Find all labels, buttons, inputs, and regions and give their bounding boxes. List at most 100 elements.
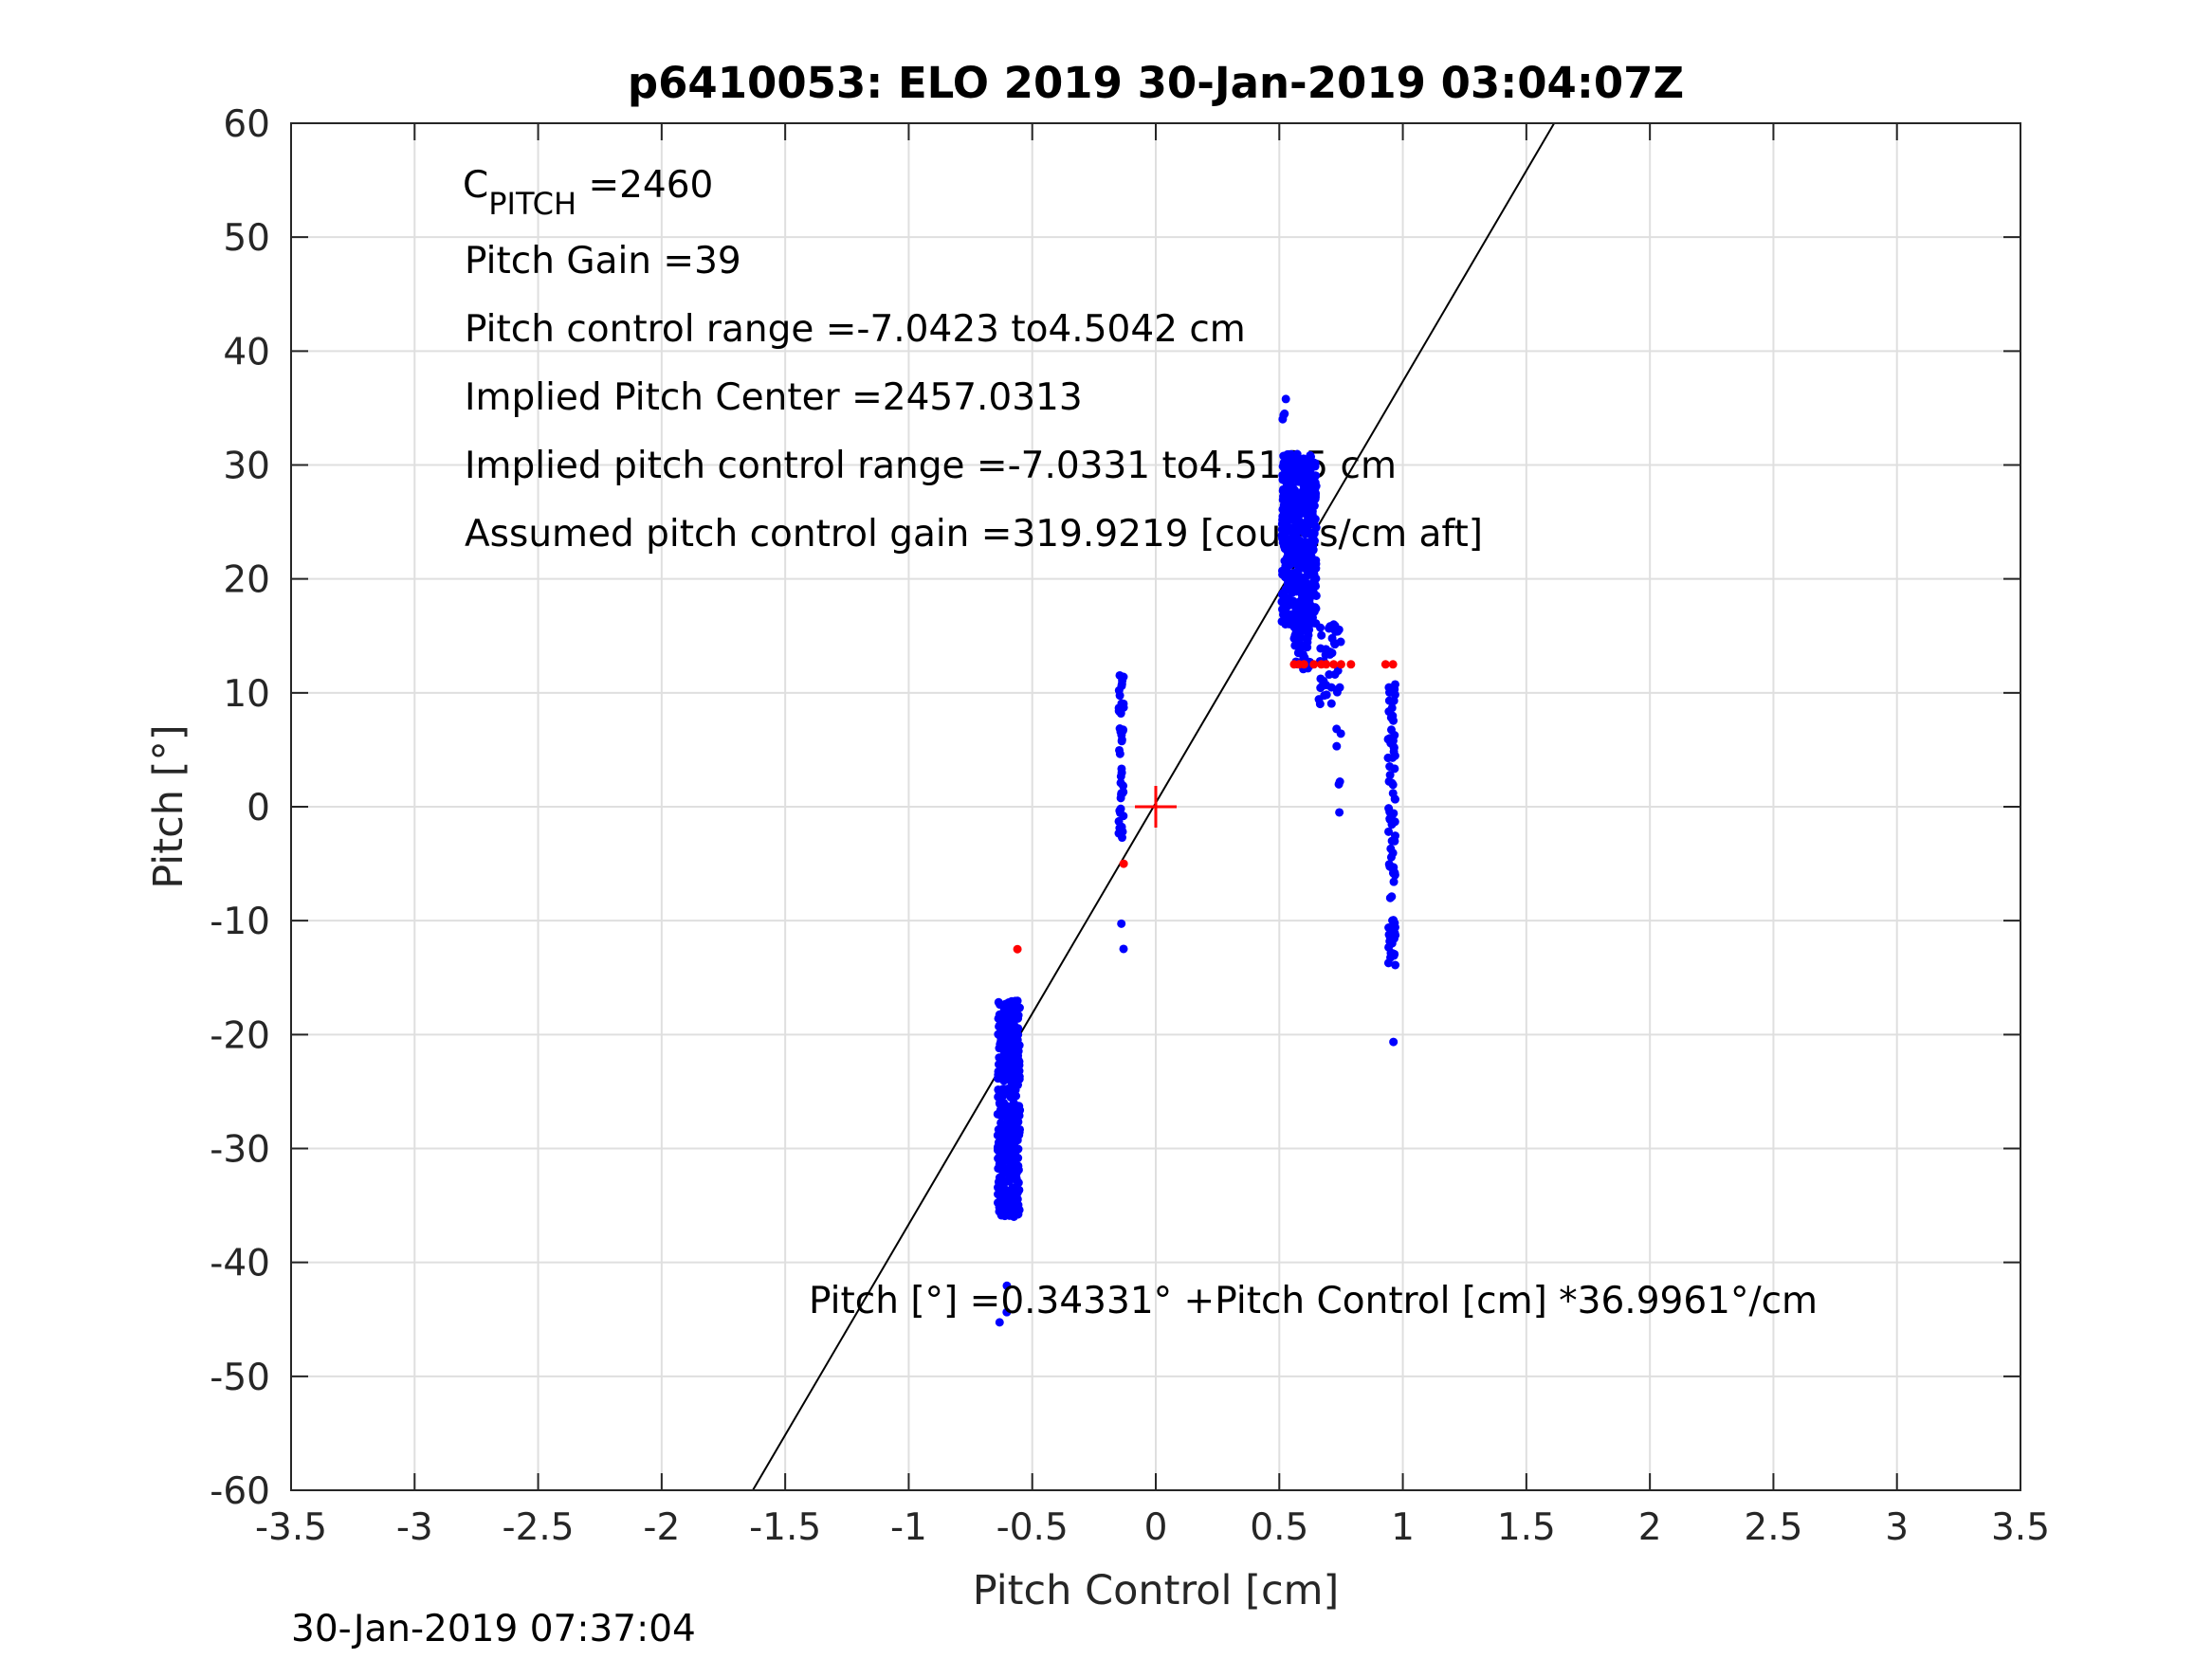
data-point (1384, 827, 1394, 836)
data-point (1301, 529, 1310, 538)
x-axis-label: Pitch Control [cm] (973, 1567, 1340, 1614)
x-tick-label: -1 (890, 1506, 927, 1549)
data-point (1002, 1281, 1012, 1290)
y-tick-label: 20 (223, 559, 270, 602)
data-point (1281, 484, 1290, 494)
data-point (1384, 804, 1394, 813)
data-point (1116, 804, 1125, 813)
data-point (1296, 537, 1306, 546)
data-point (1327, 633, 1337, 643)
data-point (1000, 1128, 1010, 1138)
data-point (1012, 1104, 1021, 1114)
data-point (1389, 863, 1398, 872)
y-tick-label: 60 (223, 103, 270, 146)
y-tick-label: -40 (210, 1243, 270, 1285)
data-point (1335, 808, 1344, 817)
x-tick-label: -2 (643, 1506, 680, 1549)
data-point (1283, 575, 1292, 585)
data-point (1390, 817, 1399, 827)
data-point (1332, 724, 1342, 734)
implied-range-annotation: Implied pitch control range =-7.0331 to4… (465, 445, 1397, 487)
data-point (1385, 771, 1395, 780)
data-point (1289, 516, 1298, 525)
plot-frame (290, 122, 2021, 1491)
data-point (1385, 762, 1395, 772)
data-point (1279, 458, 1289, 467)
data-point (1285, 550, 1294, 559)
data-point (997, 1085, 1007, 1094)
data-point (1014, 1154, 1023, 1163)
flagged-point (1329, 660, 1339, 669)
flagged-point (1346, 660, 1356, 669)
x-tick-label: 3.5 (1991, 1506, 2050, 1549)
data-point (994, 1138, 1003, 1147)
data-point (1384, 930, 1394, 939)
flagged-point (1013, 944, 1022, 954)
flagged-point (1309, 660, 1319, 669)
data-point (1119, 781, 1128, 791)
data-point (1336, 637, 1345, 647)
data-point (1002, 1307, 1012, 1317)
data-point (1386, 852, 1396, 862)
data-point (1117, 822, 1126, 831)
data-point (1004, 1030, 1014, 1040)
data-point (1300, 542, 1309, 552)
data-point (999, 1050, 1009, 1060)
assumed-gain-annotation: Assumed pitch control gain =319.9219 [co… (465, 513, 1483, 556)
data-point (1006, 1010, 1015, 1019)
data-point (1277, 597, 1287, 607)
data-point (996, 1039, 1005, 1048)
data-point (1005, 1186, 1015, 1195)
data-point (1277, 520, 1287, 529)
data-point (1005, 1003, 1015, 1012)
data-point (1281, 394, 1290, 404)
data-point (993, 1131, 1002, 1140)
data-point (1119, 699, 1128, 708)
data-point (996, 1100, 1005, 1109)
x-tick-label: -1.5 (749, 1506, 821, 1549)
fit-equation-annotation: Pitch [°] =0.34331° +Pitch Control [cm] … (809, 1280, 1818, 1322)
data-point (1302, 613, 1311, 623)
data-point (1279, 410, 1289, 420)
data-point (1290, 459, 1300, 468)
data-point (1316, 623, 1325, 632)
data-point (1117, 789, 1126, 798)
data-point (1389, 877, 1398, 886)
data-point (1326, 699, 1336, 708)
data-point (1300, 653, 1309, 663)
y-tick-label: -60 (210, 1470, 270, 1513)
data-point (1014, 1030, 1023, 1040)
y-tick-label: -30 (210, 1129, 270, 1172)
data-point (1294, 647, 1304, 657)
data-point (1009, 1133, 1018, 1142)
c-pitch-value: =2460 (576, 164, 713, 207)
flagged-point (1336, 660, 1345, 669)
data-point (1387, 939, 1397, 948)
data-point (1288, 588, 1297, 597)
x-tick-label: 2.5 (1744, 1506, 1802, 1549)
data-point (994, 1164, 1003, 1174)
data-points (993, 394, 1400, 1327)
data-point (1389, 743, 1398, 753)
data-point (1116, 727, 1125, 737)
data-point (1387, 703, 1397, 713)
data-point (994, 1190, 1003, 1199)
y-tick-label: -10 (210, 901, 270, 943)
chart-title: p6410053: ELO 2019 30-Jan-2019 03:04:07Z (628, 58, 1684, 108)
data-point (1015, 1127, 1024, 1137)
x-tick-label: 2 (1638, 1506, 1662, 1549)
y-tick-label: 30 (223, 446, 270, 488)
data-point (1305, 559, 1314, 569)
x-tick-label: 1 (1391, 1506, 1415, 1549)
x-tick-label: -2.5 (503, 1506, 575, 1549)
data-point (1303, 633, 1312, 643)
data-point (1299, 623, 1308, 632)
data-point (1384, 923, 1394, 933)
c-pitch-subscript: PITCH (488, 186, 576, 222)
data-point (1317, 630, 1326, 640)
data-point (1307, 507, 1317, 517)
data-point (1303, 597, 1312, 607)
data-point (1115, 670, 1124, 680)
y-axis-label: Pitch [°] (145, 724, 192, 888)
